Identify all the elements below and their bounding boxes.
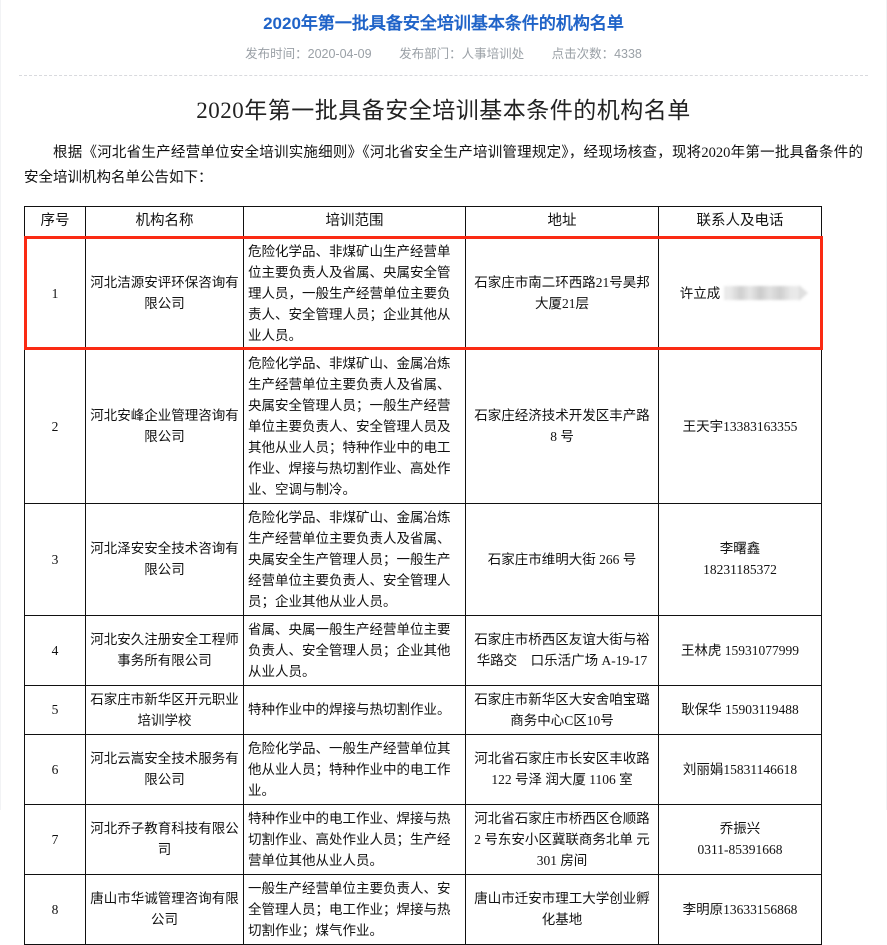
contact-text: 许立成 [679, 285, 721, 301]
table-row: 8 唐山市华诚管理咨询有限公司 一般生产经营单位主要负责人、安全管理人员；电工作业；… [24, 873, 822, 945]
contact-text: 刘丽娟15831146618 [682, 761, 798, 777]
cell-index: 4 [24, 614, 86, 686]
column-header-address: 地址 [465, 205, 659, 238]
cell-contact: 刘丽娟15831146618 [658, 733, 822, 805]
column-header-name: 机构名称 [85, 205, 244, 238]
cell-organization-name: 河北云嵩安全技术服务有限公司 [85, 733, 244, 805]
cell-organization-name: 河北安久注册安全工程师事务所有限公司 [85, 614, 244, 686]
contact-text: 李曙鑫 18231185372 [703, 541, 777, 577]
cell-address: 石家庄市维明大街 266 号 [465, 502, 659, 616]
cell-index: 3 [24, 502, 86, 616]
table-container: 序号 机构名称 培训范围 地址 联系人及电话 1 河北洁源安评环保咨询有限公司 危险… [1, 205, 886, 945]
table-row: 3 河北泽安安全技术咨询有限公司 危险化学品、非煤矿山、金属冶炼生产经营单位主要负责… [24, 502, 822, 616]
column-header-contact: 联系人及电话 [658, 205, 822, 238]
cell-index: 1 [24, 236, 86, 350]
organization-list-table: 序号 机构名称 培训范围 地址 联系人及电话 1 河北洁源安评环保咨询有限公司 危险… [24, 205, 822, 945]
cell-training-scope: 危险化学品、非煤矿山、金属冶炼生产经营单位主要负责人及省属、央属安全管理人员；一… [243, 348, 466, 504]
cell-training-scope: 危险化学品、一般生产经营单位其他从业人员；特种作业中的电工作业。 [243, 733, 466, 805]
contact-text: 乔振兴 0311-85391668 [697, 821, 783, 857]
article-body: 2020年第一批具备安全培训基本条件的机构名单 根据《河北省生产经营单位安全培训… [1, 94, 886, 191]
cell-organization-name: 唐山市华诚管理咨询有限公司 [85, 873, 244, 945]
cell-training-scope: 危险化学品、非煤矿山、金属冶炼生产经营单位主要负责人及省属、央属安全生产管理人员… [243, 502, 466, 616]
page-headline: 2020年第一批具备安全培训基本条件的机构名单 [263, 14, 624, 33]
contact-text: 王林虎 15931077999 [680, 642, 800, 658]
article-intro-paragraph: 根据《河北省生产经营单位安全培训实施细则》《河北省安全生产培训管理规定》，经现场… [24, 145, 863, 186]
cell-contact: 耿保华 15903119488 [658, 684, 822, 735]
cell-contact: 许立成 [658, 236, 822, 350]
cell-contact: 李曙鑫 18231185372 [658, 502, 822, 616]
cell-organization-name: 石家庄市新华区开元职业培训学校 [85, 684, 244, 735]
meta-publish-time: 发布时间：2020-04-09 [245, 47, 372, 61]
article-title: 2020年第一批具备安全培训基本条件的机构名单 [196, 98, 691, 123]
meta-publish-department: 发布部门：人事培训处 [399, 47, 525, 61]
publication-meta: 发布时间：2020-04-09 发布部门：人事培训处 点击次数：4338 [1, 45, 886, 63]
cell-address: 唐山市迁安市理工大学创业孵化基地 [465, 873, 659, 945]
cell-organization-name: 河北安峰企业管理咨询有限公司 [85, 348, 244, 504]
cell-address: 石家庄市新华区大安舍咱宝璐商务中心C区10号 [465, 684, 659, 735]
contact-text: 耿保华 15903119488 [681, 702, 799, 717]
table-row: 4 河北安久注册安全工程师事务所有限公司 省属、央属一般生产经营单位主要负责人、安全… [24, 614, 822, 686]
column-header-scope: 培训范围 [243, 205, 466, 238]
cell-contact: 乔振兴 0311-85391668 [658, 803, 822, 875]
header-divider [19, 75, 868, 76]
cell-contact: 王天宇13383163355 [658, 348, 822, 504]
cell-address: 河北省石家庄市长安区丰收路 122 号泽 润大厦 1106 室 [465, 733, 659, 805]
cell-address: 石家庄经济技术开发区丰产路 8 号 [465, 348, 659, 504]
table-row: 2 河北安峰企业管理咨询有限公司 危险化学品、非煤矿山、金属冶炼生产经营单位主要负责… [24, 348, 822, 504]
column-header-index: 序号 [24, 205, 86, 238]
cell-organization-name: 河北乔子教育科技有限公司 [85, 803, 244, 875]
cell-training-scope: 特种作业中的焊接与热切割作业。 [243, 684, 466, 735]
cell-address: 石家庄市桥西区友谊大街与裕华路交 口乐活广场 A-19-17 [465, 614, 659, 686]
cell-contact: 王林虎 15931077999 [658, 614, 822, 686]
meta-view-count: 点击次数：4338 [551, 47, 642, 61]
table-row: 5 石家庄市新华区开元职业培训学校 特种作业中的焊接与热切割作业。 石家庄市新华区大安… [24, 684, 822, 735]
cell-index: 7 [24, 803, 86, 875]
cell-index: 6 [24, 733, 86, 805]
cell-training-scope: 一般生产经营单位主要负责人、安全管理人员；电工作业；焊接与热切割作业；煤气作业。 [243, 873, 466, 945]
cell-training-scope: 省属、央属一般生产经营单位主要负责人、安全管理人员；企业其他从业人员。 [243, 614, 466, 686]
cell-training-scope: 危险化学品、非煤矿山生产经营单位主要负责人及省属、央属安全管理人员，一般生产经营… [243, 236, 466, 350]
cell-address: 河北省石家庄市桥西区仓顺路 2 号东安小区冀联商务北单 元 301 房间 [465, 803, 659, 875]
cell-index: 5 [24, 684, 86, 735]
cell-address: 石家庄市南二环西路21号昊邦大厦21层 [465, 236, 659, 350]
contact-text: 李明原13633156868 [682, 901, 798, 917]
redacted-phone-blur [724, 285, 809, 301]
table-header-row: 序号 机构名称 培训范围 地址 联系人及电话 [24, 205, 822, 238]
cell-index: 2 [24, 348, 86, 504]
cell-contact: 李明原13633156868 [658, 873, 822, 945]
cell-organization-name: 河北洁源安评环保咨询有限公司 [85, 236, 244, 350]
cell-organization-name: 河北泽安安全技术咨询有限公司 [85, 502, 244, 616]
contact-text: 王天宇13383163355 [682, 418, 798, 434]
cell-training-scope: 特种作业中的电工作业、焊接与热切割作业、高处作业人员；生产经营单位其他从业人员。 [243, 803, 466, 875]
table-row: 6 河北云嵩安全技术服务有限公司 危险化学品、一般生产经营单位其他从业人员；特种作业… [24, 733, 822, 805]
cell-index: 8 [24, 873, 86, 945]
table-row: 7 河北乔子教育科技有限公司 特种作业中的电工作业、焊接与热切割作业、高处作业人员；… [24, 803, 822, 875]
table-row: 1 河北洁源安评环保咨询有限公司 危险化学品、非煤矿山生产经营单位主要负责人及省属、… [24, 236, 822, 350]
table-body: 1 河北洁源安评环保咨询有限公司 危险化学品、非煤矿山生产经营单位主要负责人及省属、… [24, 236, 822, 945]
document-header: 2020年第一批具备安全培训基本条件的机构名单 发布时间：2020-04-09 … [1, 0, 886, 76]
